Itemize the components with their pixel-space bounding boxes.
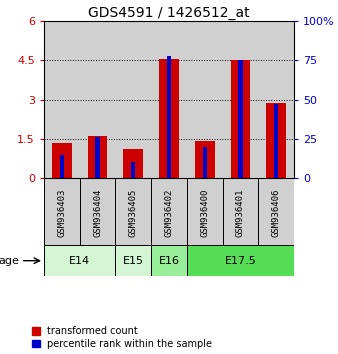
Bar (258, 178, 294, 245)
Bar (95, 137, 100, 178)
Bar (202, 147, 207, 178)
Legend: transformed count, percentile rank within the sample: transformed count, percentile rank withi… (32, 326, 213, 349)
Bar (187, 245, 294, 276)
Bar (159, 59, 179, 178)
Text: GSM936400: GSM936400 (200, 188, 209, 236)
Bar (151, 21, 187, 178)
Bar (195, 142, 215, 178)
Bar (44, 21, 80, 178)
Bar (80, 178, 115, 245)
Text: GSM936403: GSM936403 (57, 188, 66, 236)
Bar (115, 245, 151, 276)
Text: GSM936406: GSM936406 (272, 188, 281, 236)
Bar (80, 21, 115, 178)
Bar (88, 136, 107, 178)
Text: GSM936402: GSM936402 (165, 188, 173, 236)
Bar (44, 245, 115, 276)
Text: GSM936405: GSM936405 (129, 188, 138, 236)
Bar (266, 103, 286, 178)
Bar (274, 104, 278, 178)
Bar (131, 162, 136, 178)
Bar (223, 178, 258, 245)
Text: E14: E14 (69, 256, 90, 266)
Bar (167, 56, 171, 178)
Bar (231, 61, 250, 178)
Text: E17.5: E17.5 (224, 256, 256, 266)
Text: E16: E16 (159, 256, 179, 266)
Bar (44, 178, 80, 245)
Bar (187, 21, 223, 178)
Bar (223, 21, 258, 178)
Bar (151, 178, 187, 245)
Bar (60, 155, 64, 178)
Bar (238, 61, 243, 178)
Text: E15: E15 (123, 256, 144, 266)
Bar (151, 245, 187, 276)
Text: GSM936404: GSM936404 (93, 188, 102, 236)
Bar (52, 143, 72, 178)
Text: age: age (0, 256, 20, 266)
Bar (123, 149, 143, 178)
Bar (258, 21, 294, 178)
Text: GSM936401: GSM936401 (236, 188, 245, 236)
Bar (115, 178, 151, 245)
Title: GDS4591 / 1426512_at: GDS4591 / 1426512_at (88, 6, 250, 20)
Bar (115, 21, 151, 178)
Bar (187, 178, 223, 245)
